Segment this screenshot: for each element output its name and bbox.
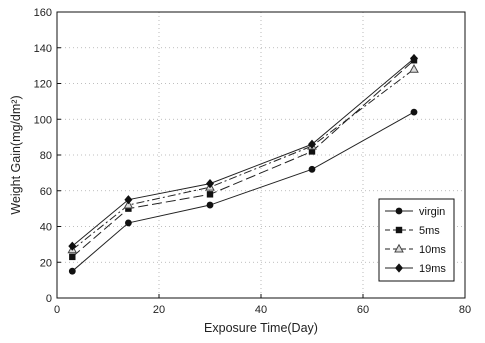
data-point-5ms — [308, 148, 316, 155]
legend-label-10ms: 10ms — [419, 244, 446, 256]
series-19ms — [68, 53, 418, 251]
legend-marker-19ms — [395, 263, 403, 273]
y-tick-label: 80 — [40, 150, 52, 162]
data-point-virgin — [68, 267, 76, 275]
x-tick-label: 20 — [153, 304, 165, 316]
data-point-virgin — [124, 219, 132, 227]
x-tick-label: 0 — [54, 304, 60, 316]
data-point-5ms — [69, 253, 76, 261]
legend-marker-5ms — [395, 226, 403, 234]
series-10ms — [67, 63, 419, 254]
legend-marker-10ms — [394, 243, 404, 253]
data-point-virgin — [308, 165, 316, 173]
x-tick-label: 60 — [357, 304, 369, 316]
x-tick-label: 40 — [255, 304, 267, 316]
y-tick-label: 120 — [34, 79, 52, 91]
y-tick-label: 20 — [40, 257, 52, 269]
data-point-10ms — [409, 63, 419, 73]
data-point-19ms — [410, 53, 418, 64]
y-tick-label: 140 — [34, 43, 52, 55]
legend-label-19ms: 19ms — [419, 263, 446, 275]
x-axis-label: Exposure Time(Day) — [204, 321, 318, 335]
series-virgin — [68, 108, 418, 275]
y-tick-label: 40 — [40, 222, 52, 234]
x-tick-label: 80 — [459, 304, 471, 316]
y-tick-label: 0 — [46, 293, 52, 305]
y-tick-label: 100 — [34, 114, 52, 126]
y-tick-label: 160 — [34, 7, 52, 19]
data-point-19ms — [308, 139, 316, 149]
data-point-10ms — [123, 199, 134, 209]
y-axis-label: Weight Gain(mg/dm²) — [9, 95, 23, 214]
data-point-5ms — [206, 191, 214, 198]
legend-box — [378, 198, 455, 282]
data-point-virgin — [410, 108, 418, 116]
legend-marker-virgin — [395, 207, 403, 215]
legend: virgin 5ms 10ms 19ms — [378, 198, 455, 282]
data-point-19ms — [68, 241, 77, 251]
legend-label-virgin: virgin — [419, 206, 445, 218]
legend-label-5ms: 5ms — [419, 225, 440, 237]
axis-ticks: 0 20 40 60 80 100 120 140 160 0 20 40 60 80 — [34, 7, 471, 316]
data-point-19ms — [206, 179, 214, 189]
series-group — [67, 53, 419, 275]
data-point-5ms — [125, 205, 132, 212]
series-line-virgin — [71, 111, 415, 272]
data-point-virgin — [206, 201, 214, 209]
data-point-19ms — [124, 195, 133, 205]
y-tick-label: 60 — [40, 186, 52, 198]
